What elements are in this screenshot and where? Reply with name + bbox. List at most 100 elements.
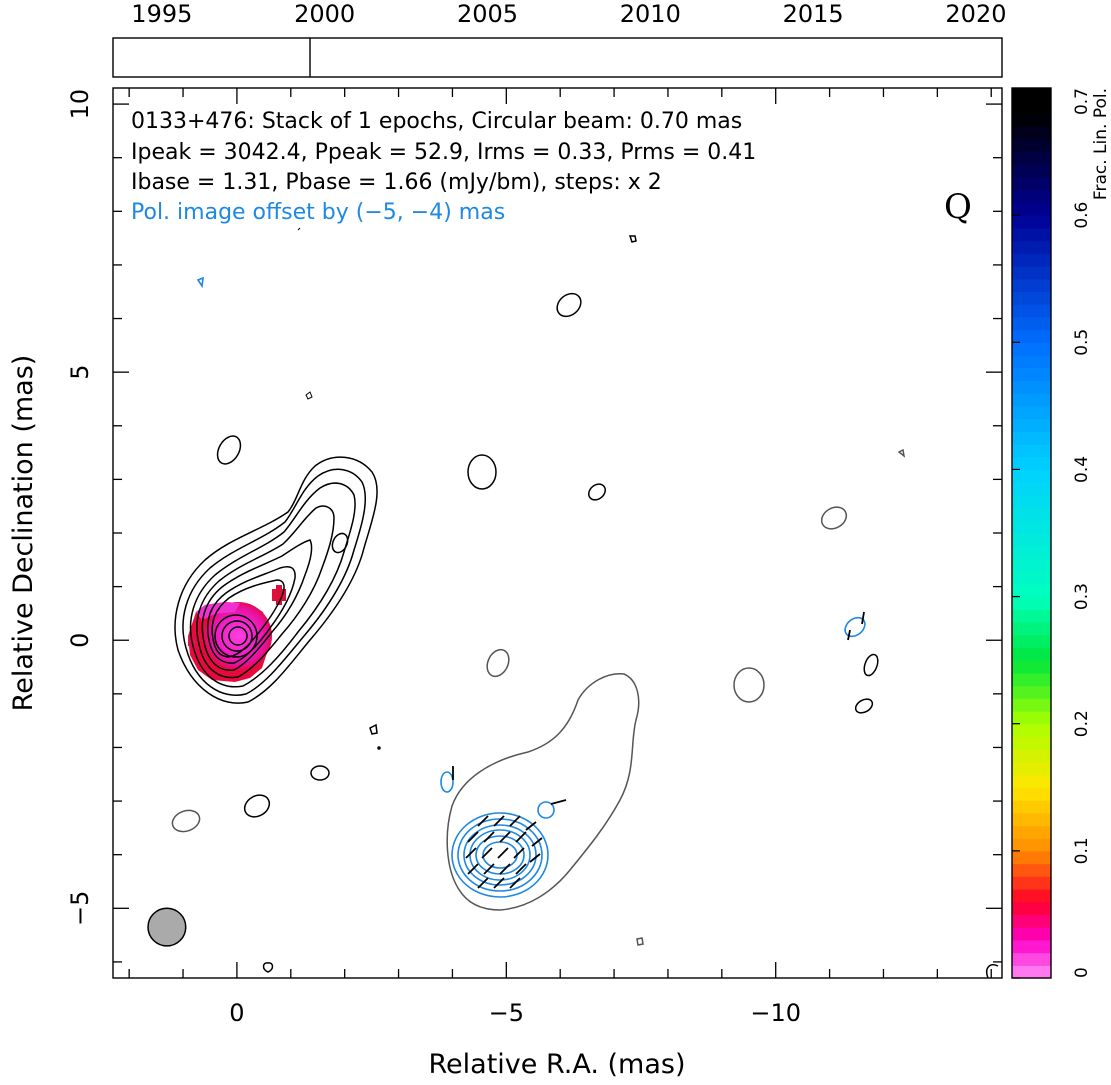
colorbar-step <box>1012 215 1051 229</box>
colorbar-step <box>1012 901 1051 916</box>
colorbar-step <box>1012 863 1051 877</box>
colorbar-step <box>1012 685 1051 699</box>
colorbar-step <box>1012 812 1051 827</box>
colorbar-tick-label: 0.7 <box>1072 88 1092 115</box>
colorbar-step <box>1012 876 1051 890</box>
colorbar-step <box>1012 367 1051 382</box>
colorbar-step <box>1012 380 1051 394</box>
colorbar-label: Frac. Lin. Pol. <box>1091 88 1111 200</box>
colorbar-step <box>1012 939 1051 954</box>
colorbar-step <box>1012 113 1051 127</box>
timeline-frame <box>112 37 1003 78</box>
colorbar-step <box>1012 316 1051 331</box>
annotation-line-2: Ipeak = 3042.4, Ppeak = 52.9, Irms = 0.3… <box>131 140 756 165</box>
timeline-year-label: 2015 <box>783 0 844 28</box>
colorbar-step <box>1012 609 1051 623</box>
colorbar: 0 0.1 0.2 0.3 0.4 0.5 0.6 0.7 Frac. Lin. Pol. <box>1011 87 1111 979</box>
colorbar-step <box>1012 787 1051 801</box>
offset-note: Pol. image offset by (−5, −4) mas <box>131 200 505 225</box>
colorbar-tick-label: 0.2 <box>1072 710 1092 737</box>
colorbar-step <box>1012 723 1051 738</box>
colorbar-step <box>1012 482 1051 496</box>
colorbar-gradient <box>1012 88 1051 979</box>
colorbar-step <box>1012 151 1051 165</box>
colorbar-step <box>1012 698 1051 712</box>
colorbar-step <box>1012 634 1051 649</box>
colorbar-step <box>1012 138 1051 153</box>
colorbar-step <box>1012 126 1051 140</box>
y-tick-label: 5 <box>66 365 94 380</box>
colorbar-tick-label: 0.3 <box>1072 583 1092 610</box>
y-tick-label: 0 <box>66 633 94 648</box>
colorbar-step <box>1012 914 1051 928</box>
colorbar-tick-label: 0.4 <box>1072 456 1092 483</box>
x-axis-label: Relative R.A. (mas) <box>429 1049 686 1080</box>
colorbar-step <box>1012 418 1051 432</box>
y-tick-label: −5 <box>66 891 94 926</box>
colorbar-step <box>1012 278 1051 293</box>
polarization-contours <box>196 276 866 898</box>
colorbar-step <box>1012 647 1051 661</box>
colorbar-tick-label: 0 <box>1072 967 1092 978</box>
colorbar-step <box>1012 177 1051 191</box>
colorbar-step <box>1012 583 1051 598</box>
colorbar-step <box>1012 520 1051 534</box>
colorbar-step <box>1012 100 1051 115</box>
colorbar-step <box>1012 736 1051 750</box>
timeline-year-label: 2005 <box>457 0 518 28</box>
colorbar-step <box>1012 355 1051 369</box>
colorbar-step <box>1012 952 1051 966</box>
timeline-year-label: 2000 <box>294 0 355 28</box>
colorbar-step <box>1012 558 1051 572</box>
colorbar-step <box>1012 927 1051 941</box>
colorbar-step <box>1012 456 1051 471</box>
colorbar-step <box>1012 393 1051 407</box>
colorbar-frame <box>1011 87 1052 979</box>
annotation-line-3: Ibase = 1.31, Pbase = 1.66 (mJy/bm), ste… <box>131 170 662 195</box>
contour-map: 0 −5 −10 −5 0 5 10 0133+476: Stack of 1 epoch… <box>66 87 1003 1027</box>
stokes-i-contours <box>174 227 999 978</box>
colorbar-step <box>1012 825 1051 839</box>
polarization-vectors <box>452 611 865 889</box>
colorbar-step <box>1012 533 1051 547</box>
colorbar-step <box>1012 202 1051 216</box>
colorbar-step <box>1012 405 1051 420</box>
colorbar-step <box>1012 469 1051 483</box>
y-tick-labels: −5 0 5 10 <box>66 89 94 926</box>
timeline-year-label: 2010 <box>620 0 681 28</box>
y-axis-label: Relative Declination (mas) <box>8 355 39 712</box>
colorbar-tick-label: 0.5 <box>1072 329 1092 356</box>
colorbar-tick-label: 0.6 <box>1072 202 1092 229</box>
axis-ticks <box>113 88 1002 978</box>
colorbar-step <box>1012 304 1051 318</box>
beam-ellipse <box>147 907 187 947</box>
colorbar-step <box>1012 774 1051 788</box>
timeline-year-label: 2020 <box>945 0 1006 28</box>
colorbar-step <box>1012 342 1051 356</box>
colorbar-step <box>1012 761 1051 776</box>
colorbar-step <box>1012 672 1051 687</box>
colorbar-step <box>1012 850 1051 865</box>
annotation-line-1: 0133+476: Stack of 1 epochs, Circular be… <box>131 109 742 134</box>
colorbar-step <box>1012 164 1051 178</box>
colorbar-step <box>1012 253 1051 267</box>
offset-i-contours <box>171 448 906 946</box>
colorbar-step <box>1012 240 1051 254</box>
x-tick-label: 0 <box>229 999 244 1027</box>
colorbar-step <box>1012 545 1051 560</box>
stokes-label: Q <box>944 187 972 227</box>
colorbar-step <box>1012 431 1051 445</box>
x-tick-label: −5 <box>489 999 524 1027</box>
timeline: 1995 2000 2005 2010 2015 2020 <box>112 0 1006 78</box>
colorbar-step <box>1012 622 1051 636</box>
colorbar-step <box>1012 189 1051 204</box>
timeline-year-label: 1995 <box>131 0 192 28</box>
colorbar-step <box>1012 571 1051 585</box>
colorbar-step <box>1012 227 1051 242</box>
colorbar-step <box>1012 965 1051 979</box>
colorbar-tick-label: 0.1 <box>1072 837 1092 864</box>
colorbar-step <box>1012 329 1051 343</box>
colorbar-step <box>1012 507 1051 521</box>
colorbar-step <box>1012 889 1051 903</box>
colorbar-step <box>1012 291 1051 305</box>
